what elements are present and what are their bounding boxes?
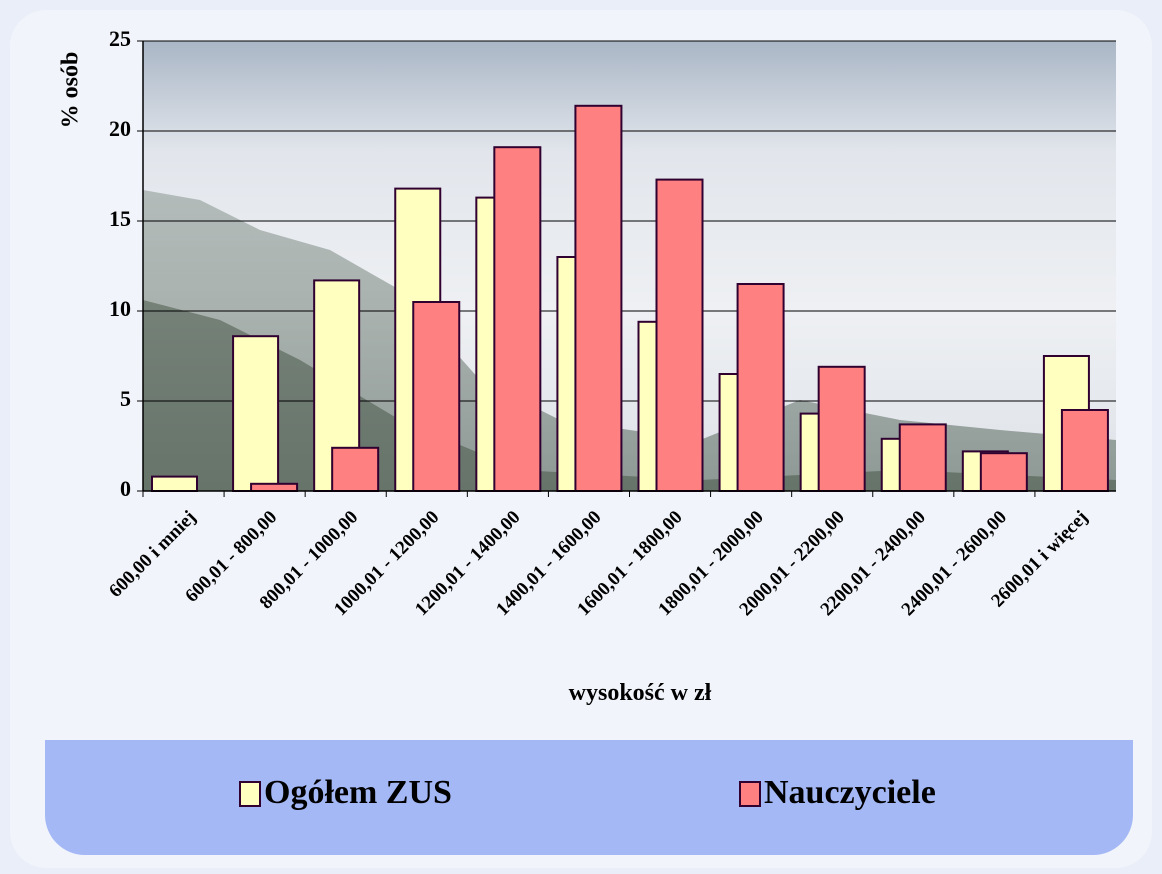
y-tick-label: 20: [109, 116, 131, 141]
legend-box-top: [45, 740, 1133, 780]
bar: [1060, 409, 1109, 492]
y-tick-label: 10: [109, 296, 131, 321]
bar: [493, 146, 542, 492]
y-tick-label: 0: [120, 476, 131, 501]
bar: [736, 283, 785, 492]
background-hills: [143, 300, 1116, 491]
legend-swatch: [739, 781, 761, 807]
legend-label: Ogółem ZUS: [264, 774, 452, 811]
x-axis-title: wysokość w zł: [569, 680, 712, 706]
bar: [574, 104, 623, 493]
bar: [655, 178, 704, 492]
legend-label: Nauczyciele: [764, 774, 936, 811]
bar: [817, 365, 866, 492]
bar: [250, 482, 299, 492]
bar: [979, 452, 1028, 493]
legend-swatch: [239, 781, 261, 807]
bar: [151, 475, 198, 493]
bar: [331, 446, 380, 492]
bar: [412, 301, 461, 492]
y-tick-label: 15: [109, 206, 131, 231]
bar: [898, 423, 947, 492]
bar: [232, 335, 280, 493]
y-axis-title: % osób: [58, 52, 84, 129]
y-tick-label: 5: [120, 386, 131, 411]
y-tick-label: 25: [109, 26, 131, 51]
